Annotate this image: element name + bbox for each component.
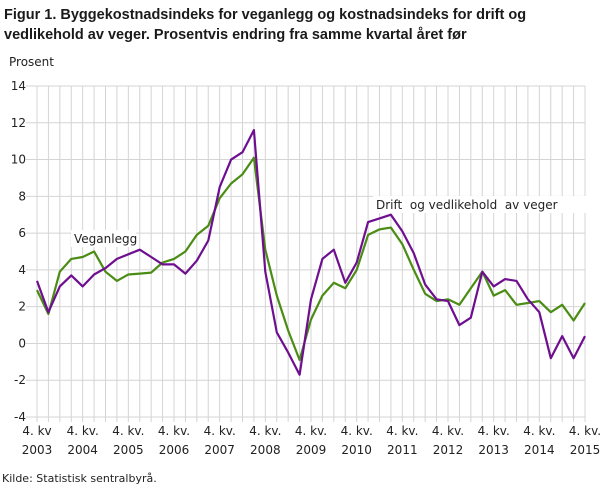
x-tick-label-quarter: 4. kv. (112, 424, 144, 438)
x-tick-label-quarter: 4. kv. (67, 424, 99, 438)
x-tick-label-quarter: 4. kv. (432, 424, 464, 438)
x-tick-label-quarter: 4. kv. (249, 424, 281, 438)
x-tick-label-year: 2004 (67, 443, 98, 457)
y-tick-label: -2 (14, 373, 26, 387)
x-tick-label-year: 2007 (204, 443, 235, 457)
x-tick-label-year: 2012 (433, 443, 464, 457)
y-tick-label: 8 (18, 189, 26, 203)
y-tick-label: 4 (18, 263, 26, 277)
x-tick-label-year: 2015 (570, 443, 601, 457)
x-tick-label-quarter: 4. kv. (569, 424, 601, 438)
x-tick-label-year: 2010 (341, 443, 372, 457)
y-axis-label: Prosent (9, 55, 54, 69)
series-label-bg (373, 196, 597, 213)
series-line-veganlegg (36, 156, 586, 362)
x-tick-label-quarter: 4. kv. (478, 424, 510, 438)
series-label: Drift og vedlikehold av veger (376, 198, 558, 212)
y-tick-label: 14 (11, 79, 26, 93)
chart-title: Figur 1. Byggekostnadsindeks for veganle… (4, 7, 527, 43)
y-tick-label: 0 (18, 336, 26, 350)
x-tick-label-year: 2013 (478, 443, 509, 457)
y-tick-label: 12 (11, 116, 26, 130)
x-tick-label-quarter: 4. kv. (204, 424, 236, 438)
x-tick-label-quarter: 4. kv. (158, 424, 190, 438)
y-tick-label: 2 (18, 300, 26, 314)
x-tick-label-year: 2009 (296, 443, 327, 457)
y-tick-label: 10 (11, 153, 26, 167)
x-tick-label-year: 2011 (387, 443, 418, 457)
x-tick-label-year: 2003 (22, 443, 53, 457)
x-tick-label-year: 2005 (113, 443, 144, 457)
x-tick-label-quarter: 4. kv. (386, 424, 418, 438)
x-tick-label-quarter: 4. kv (22, 424, 51, 438)
y-tick-label: 6 (18, 226, 26, 240)
x-tick-label-year: 2014 (524, 443, 555, 457)
series-label-bg (71, 230, 136, 247)
x-tick-label-year: 2006 (159, 443, 190, 457)
series-label: Veganlegg (74, 232, 137, 246)
x-tick-label-year: 2008 (250, 443, 281, 457)
series-line-drift-vedlikehold (35, 129, 586, 376)
x-tick-label-quarter: 4. kv. (341, 424, 373, 438)
x-tick-label-quarter: 4. kv. (295, 424, 327, 438)
x-tick-label-quarter: 4. kv. (523, 424, 555, 438)
source-note: Kilde: Statistisk sentralbyrå. (2, 472, 157, 485)
y-tick-label: -4 (14, 410, 26, 424)
